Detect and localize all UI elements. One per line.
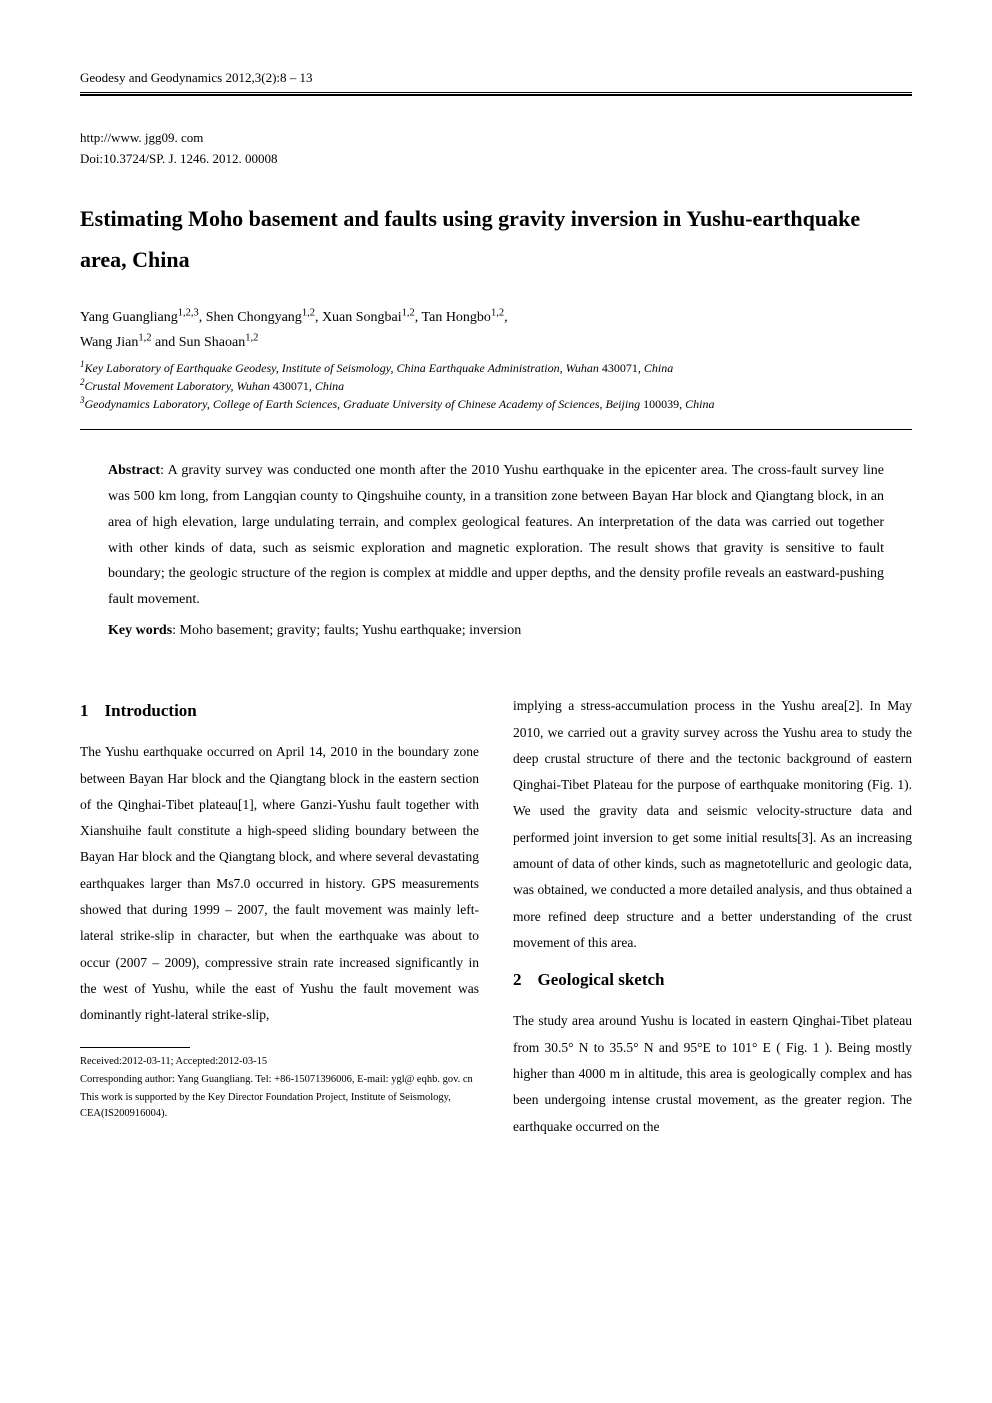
author-sep: and Sun Shaoan [151,335,245,350]
affil-text: Crustal Movement Laboratory, Wuhan [85,379,273,393]
affil-tail: , China [638,361,673,375]
affil-text: Key Laboratory of Earthquake Geodesy, In… [85,361,602,375]
affiliation-1: 1Key Laboratory of Earthquake Geodesy, I… [80,359,912,377]
author-sep: , Tan Hongbo [415,310,491,325]
abstract-label: Abstract [108,463,160,478]
abstract: Abstract: A gravity survey was conducted… [80,458,912,613]
author-list-line2: Wang Jian1,2 and Sun Shaoan1,2 [80,335,912,351]
affil-rule [80,429,912,430]
affiliation-2: 2Crustal Movement Laboratory, Wuhan 4300… [80,377,912,395]
affil-postcode: 430071 [273,379,309,393]
footnote-received: Received:2012-03-11; Accepted:2012-03-15 [80,1054,479,1070]
affil-postcode: 100039 [643,397,679,411]
section-title: Geological sketch [538,970,665,989]
affil-postcode: 430071 [602,361,638,375]
author-sup: 1,2,3 [178,308,199,319]
source-url: http://www. jgg09. com [80,128,912,149]
source-links: http://www. jgg09. com Doi:10.3724/SP. J… [80,128,912,170]
author-sup: 1,2 [302,308,315,319]
author-sup: 1,2 [245,332,258,343]
affil-tail: , China [309,379,344,393]
author-sup: 1,2 [138,332,151,343]
author-sep: , Shen Chongyang [199,310,302,325]
right-column: implying a stress-accumulation process i… [513,693,912,1140]
affil-text: Geodynamics Laboratory, College of Earth… [85,397,644,411]
two-column-body: 1 Introduction The Yushu earthquake occur… [80,693,912,1140]
footnotes: Received:2012-03-11; Accepted:2012-03-15… [80,1054,479,1123]
keywords: Key words: Moho basement; gravity; fault… [80,623,912,639]
affiliation-3: 3Geodynamics Laboratory, College of Eart… [80,395,912,413]
author-name: Wang Jian [80,335,138,350]
section-heading-1: 1 Introduction [80,701,479,721]
author-sup: 1,2 [491,308,504,319]
footnote-funding: This work is supported by the Key Direct… [80,1090,479,1123]
section-title: Introduction [105,701,197,720]
running-header: Geodesy and Geodynamics 2012,3(2):8 – 13 [80,70,912,86]
author-sep: , [504,310,508,325]
author-sup: 1,2 [402,308,415,319]
author-name: Yang Guangliang [80,310,178,325]
affil-tail: , China [679,397,714,411]
author-list: Yang Guangliang1,2,3, Shen Chongyang1,2,… [80,307,912,329]
paragraph: The study area around Yushu is located i… [513,1008,912,1140]
section-number: 1 [80,701,89,721]
paragraph: implying a stress-accumulation process i… [513,693,912,956]
footnote-rule [80,1047,190,1048]
abstract-body: : A gravity survey was conducted one mon… [108,463,884,607]
keywords-label: Key words [108,623,172,638]
left-column: 1 Introduction The Yushu earthquake occur… [80,693,479,1140]
article-title: Estimating Moho basement and faults usin… [80,198,912,282]
keywords-body: : Moho basement; gravity; faults; Yushu … [172,623,521,638]
section-heading-2: 2 Geological sketch [513,970,912,990]
author-sep: , Xuan Songbai [315,310,402,325]
source-doi: Doi:10.3724/SP. J. 1246. 2012. 00008 [80,149,912,170]
section-number: 2 [513,970,522,990]
header-rule [80,92,912,96]
footnote-corresponding: Corresponding author: Yang Guangliang. T… [80,1072,479,1088]
paragraph: The Yushu earthquake occurred on April 1… [80,739,479,1028]
